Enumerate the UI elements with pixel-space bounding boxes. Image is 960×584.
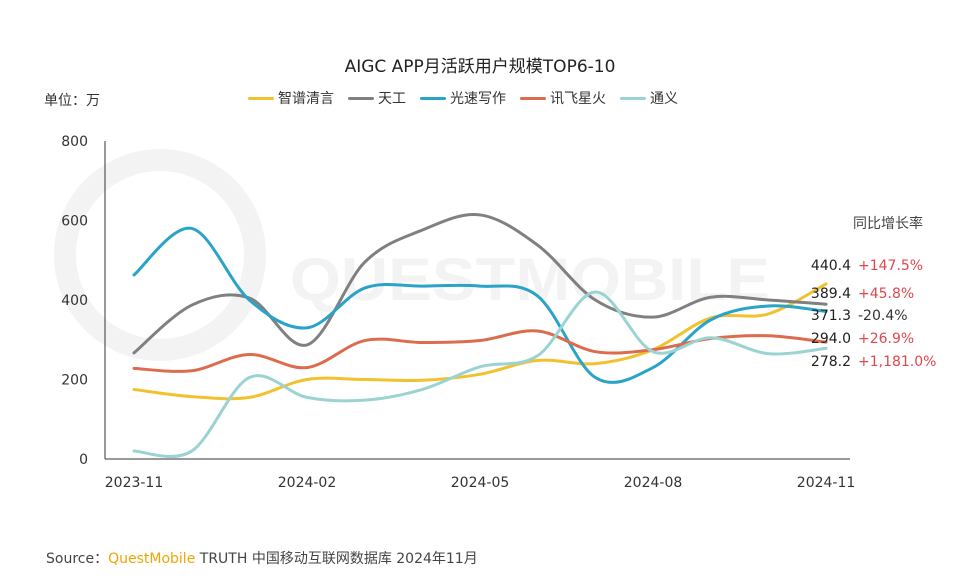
legend-swatch xyxy=(520,96,546,100)
legend-label: 智谱清言 xyxy=(278,91,334,107)
legend-label: 讯飞星火 xyxy=(550,91,606,107)
y-tick-label: 200 xyxy=(61,373,88,389)
x-tick-label: 2024-02 xyxy=(278,475,337,491)
legend-swatch xyxy=(248,96,274,100)
legend-item: 光速写作 xyxy=(420,88,506,108)
legend-label: 天工 xyxy=(378,91,406,107)
legend-item: 智谱清言 xyxy=(248,88,334,108)
legend-swatch xyxy=(348,96,374,100)
legend-item: 通义 xyxy=(620,88,678,108)
chart-title: AIGC APP月活跃用户规模TOP6-10 xyxy=(344,57,616,77)
y-tick-label: 800 xyxy=(61,134,88,150)
y-tick-label: 600 xyxy=(61,214,88,230)
end-value-label: 389.4 xyxy=(811,286,851,302)
watermark-logo xyxy=(54,149,266,361)
end-value-label: 440.4 xyxy=(811,258,851,274)
yoy-header: 同比增长率 xyxy=(853,216,923,232)
legend: 智谱清言 天工 光速写作 讯飞星火 通义 xyxy=(248,88,678,108)
legend-swatch xyxy=(620,96,646,100)
x-tick-label: 2024-11 xyxy=(797,475,856,491)
x-tick-label: 2023-11 xyxy=(105,475,164,491)
x-tick-label: 2024-05 xyxy=(451,475,510,491)
legend-item: 天工 xyxy=(348,88,406,108)
source-rest: TRUTH 中国移动互联网数据库 2024年11月 xyxy=(195,551,478,567)
end-value-label: 371.3 xyxy=(811,308,851,324)
unit-label: 单位：万 xyxy=(44,93,100,109)
yoy-label: +147.5% xyxy=(858,258,923,274)
yoy-label: +26.9% xyxy=(858,331,914,347)
series-line-0 xyxy=(132,282,828,401)
end-value-label: 294.0 xyxy=(811,331,851,347)
legend-swatch xyxy=(420,96,446,100)
series-line-2 xyxy=(132,226,828,384)
yoy-label: +1,181.0% xyxy=(858,354,936,370)
yoy-label: +45.8% xyxy=(858,286,914,302)
yoy-label: -20.4% xyxy=(858,308,908,324)
y-tick-label: 0 xyxy=(79,452,88,468)
source-prefix: Source： xyxy=(46,551,109,567)
source-line: Source：QuestMobile TRUTH 中国移动互联网数据库 2024… xyxy=(46,548,478,568)
x-tick-label: 2024-08 xyxy=(624,475,683,491)
end-value-label: 278.2 xyxy=(811,354,851,370)
series-line-4 xyxy=(132,290,828,458)
watermark: QUESTMOBILE xyxy=(290,246,770,313)
source-brand: QuestMobile xyxy=(108,551,196,567)
legend-item: 讯飞星火 xyxy=(520,88,606,108)
legend-label: 光速写作 xyxy=(450,91,506,107)
legend-label: 通义 xyxy=(650,91,678,107)
y-tick-label: 400 xyxy=(61,293,88,309)
